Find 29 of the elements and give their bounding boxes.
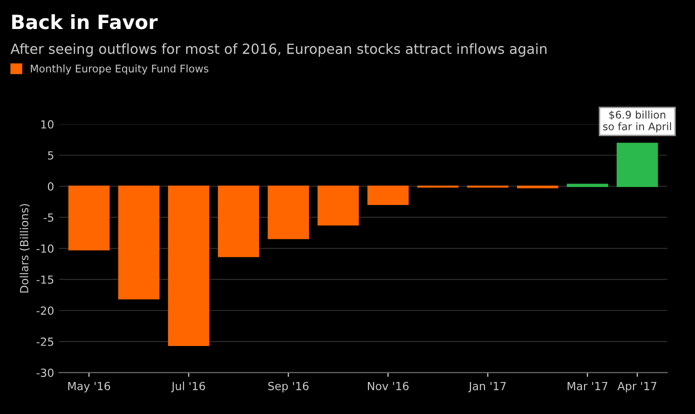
y-tick-label: 0 bbox=[48, 182, 54, 191]
y-tick-label: -30 bbox=[36, 368, 54, 377]
y-tick-label: 10 bbox=[41, 120, 54, 129]
bar bbox=[168, 186, 210, 346]
y-tick-label: -20 bbox=[36, 306, 54, 315]
bar bbox=[318, 186, 359, 226]
chart-title: Back in Favor bbox=[12, 14, 158, 30]
bar bbox=[268, 186, 309, 240]
x-tick-label: Sep '16 bbox=[268, 382, 308, 392]
chart-subtitle: After seeing outflows for most of 2016, European stocks attract inflows again bbox=[10, 43, 546, 57]
bar bbox=[367, 186, 409, 206]
y-tick-label: -5 bbox=[44, 213, 54, 222]
y-tick-label: -15 bbox=[36, 276, 54, 284]
bar bbox=[68, 186, 110, 250]
bar bbox=[616, 142, 658, 187]
y-axis-title: Dollars (Billions) bbox=[20, 204, 30, 293]
x-tick-label: Jan '17 bbox=[468, 382, 506, 392]
y-tick-label: -10 bbox=[36, 244, 54, 253]
x-tick-label: Nov '16 bbox=[368, 382, 409, 390]
y-tick-label: -25 bbox=[36, 338, 54, 346]
y-tick-label: 5 bbox=[48, 151, 54, 160]
x-tick-label: Jul '16 bbox=[171, 382, 206, 392]
x-tick-label: Mar '17 bbox=[568, 382, 608, 390]
bar bbox=[218, 186, 260, 258]
x-tick-label: May '16 bbox=[68, 382, 110, 392]
legend-label: Monthly Europe Equity Fund Flows bbox=[30, 64, 208, 74]
x-tick-label: Apr '17 bbox=[617, 382, 656, 392]
annotation: $6.9 billion so far in April bbox=[603, 110, 672, 132]
bar bbox=[118, 186, 160, 300]
